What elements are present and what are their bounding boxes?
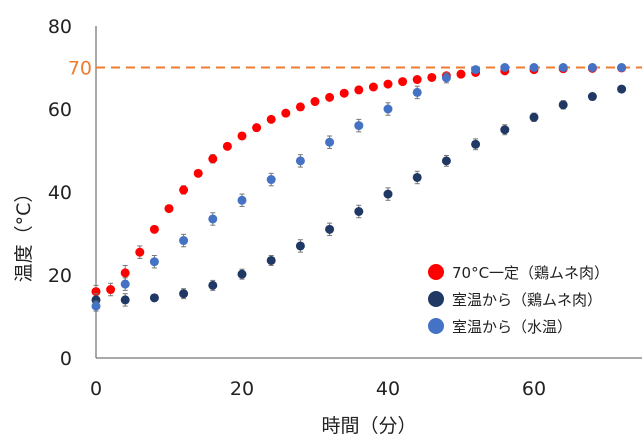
data-point [208,280,218,290]
series-1 [91,63,627,299]
data-point [237,195,247,205]
x-tick-label: 0 [90,378,102,400]
data-point [266,255,276,265]
data-point [529,63,539,72]
data-point [587,63,597,72]
x-tick-label: 40 [376,378,400,400]
data-point [456,69,466,79]
legend-item: 室温から（水温） [428,318,572,336]
tick-labels: 020406080100120140020406080 [48,16,546,400]
data-point [91,301,101,311]
legend: 70°C一定（鶏ムネ肉） 室温から（鶏ムネ肉） 室温から（水温） [428,264,609,336]
data-point [91,295,101,305]
legend-label: 室温から（水温） [452,318,572,336]
data-point [354,121,364,131]
y-tick-label: 60 [48,99,72,121]
data-point [120,279,130,289]
data-point [500,125,510,135]
data-point [383,79,393,89]
data-point [398,77,408,87]
data-point [208,154,218,164]
data-point [471,65,481,75]
data-point [149,293,159,303]
reference-line-label: 70 [68,58,92,80]
data-point [368,82,378,92]
y-tick-label: 20 [48,265,72,287]
data-point [164,204,174,214]
data-point [412,172,422,182]
y-tick-label: 80 [48,16,72,38]
legend-item: 室温から（鶏ムネ肉） [428,291,602,309]
data-point [149,257,159,267]
series-group [91,63,627,312]
data-point [237,269,247,279]
data-point [427,72,437,82]
data-point [529,112,539,122]
data-point [354,207,364,217]
data-point [208,214,218,224]
data-point [120,268,130,278]
data-point [222,141,232,151]
legend-item: 70°C一定（鶏ムネ肉） [428,264,609,282]
legend-marker [428,318,444,334]
x-axis-title: 時間（分） [321,415,416,437]
data-point [617,63,627,72]
data-point [325,92,335,102]
data-point [193,168,203,178]
series-2 [91,84,627,307]
data-point [558,63,568,72]
data-point [252,123,262,133]
data-point [120,295,130,305]
data-point [558,100,568,110]
y-axis-title: 温度（°C） [13,184,35,283]
data-point [412,87,422,97]
data-point [237,131,247,141]
data-point [106,285,116,295]
data-point [149,224,159,234]
data-point [383,189,393,199]
data-point [135,247,145,257]
data-point [441,73,451,83]
data-point [295,241,305,251]
legend-label: 室温から（鶏ムネ肉） [452,291,602,309]
data-point [266,175,276,185]
legend-marker [428,264,444,280]
data-point [325,224,335,234]
series-3 [91,63,627,312]
data-point [325,137,335,147]
data-point [295,156,305,166]
legend-marker [428,291,444,307]
data-point [179,185,189,195]
data-point [617,84,627,94]
data-point [383,104,393,114]
data-point [310,97,320,107]
data-point [266,114,276,124]
y-tick-label: 0 [60,348,72,370]
data-point [412,75,422,85]
data-point [179,289,189,299]
data-point [441,156,451,166]
data-point [354,85,364,95]
data-point [339,88,349,98]
x-tick-label: 20 [230,378,254,400]
y-tick-label: 40 [48,182,72,204]
data-point [500,63,510,72]
data-point [587,92,597,102]
legend-label: 70°C一定（鶏ムネ肉） [452,264,609,282]
data-point [471,139,481,149]
data-point [281,108,291,118]
reference-line-group: 70 [68,58,642,80]
data-point [295,102,305,112]
x-tick-label: 60 [522,378,546,400]
data-point [179,236,189,246]
